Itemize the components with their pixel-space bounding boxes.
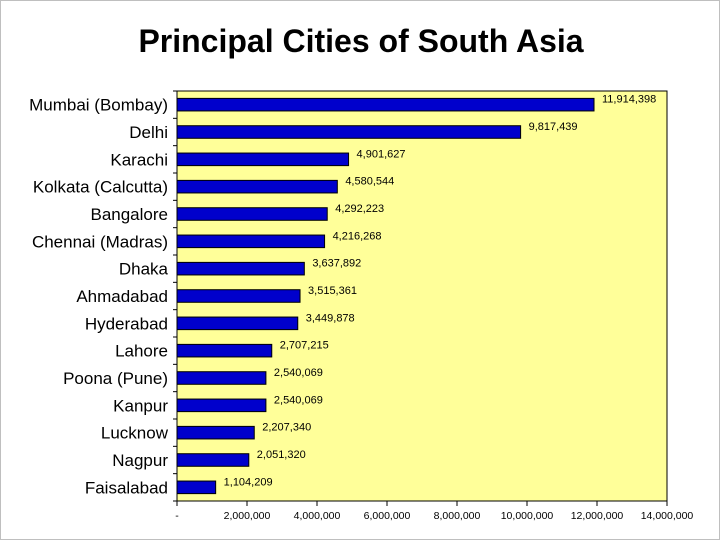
- data-label: 4,901,627: [357, 148, 406, 160]
- bar: [176, 289, 301, 303]
- category-label: Kolkata (Calcutta): [33, 178, 168, 197]
- category-label: Karachi: [110, 150, 168, 169]
- data-label: 4,580,544: [345, 176, 394, 188]
- category-label: Dhaka: [119, 260, 169, 279]
- data-label: 2,051,320: [257, 449, 306, 461]
- bar: [176, 425, 255, 440]
- category-label: Lahore: [115, 342, 168, 361]
- x-tick-label: 14,000,000: [641, 510, 694, 522]
- bar: [176, 207, 328, 221]
- x-tick-label: 12,000,000: [571, 510, 624, 522]
- bar: [176, 97, 595, 112]
- data-label: 3,449,878: [306, 312, 355, 324]
- category-label: Hyderabad: [85, 314, 168, 333]
- data-label: 2,540,069: [274, 394, 323, 406]
- category-label: Nagpur: [112, 451, 168, 470]
- x-tick-label: 4,000,000: [294, 510, 341, 522]
- data-label: 2,707,215: [280, 340, 329, 352]
- category-label: Poona (Pune): [63, 369, 168, 388]
- data-label: 11,914,398: [602, 94, 656, 106]
- bar: [176, 371, 267, 385]
- data-label: 2,540,069: [274, 367, 323, 379]
- category-label: Lucknow: [101, 424, 169, 443]
- data-label: 3,515,361: [308, 285, 357, 297]
- bar: [176, 179, 338, 194]
- category-label: Delhi: [129, 123, 168, 142]
- category-label: Kanpur: [113, 396, 168, 415]
- bar: [176, 125, 522, 139]
- bar: [176, 152, 350, 167]
- bar: [176, 398, 267, 413]
- category-label: Ahmadabad: [76, 287, 168, 306]
- category-label: Chennai (Madras): [32, 232, 168, 251]
- x-tick-label: 2,000,000: [224, 510, 271, 522]
- x-tick-label: 6,000,000: [364, 510, 411, 522]
- data-label: 1,104,209: [224, 476, 273, 488]
- data-label: 2,207,340: [262, 422, 311, 434]
- x-tick-label: 8,000,000: [434, 510, 481, 522]
- data-label: 4,292,223: [335, 203, 384, 215]
- category-label: Mumbai (Bombay): [29, 96, 168, 115]
- x-tick-label: 10,000,000: [501, 510, 554, 522]
- bar: [176, 453, 250, 467]
- data-label: 4,216,268: [333, 230, 382, 242]
- x-tick-label: -: [175, 510, 179, 522]
- bar: [176, 480, 217, 495]
- bar: [176, 343, 273, 358]
- category-label: Faisalabad: [85, 478, 168, 497]
- category-label: Bangalore: [90, 205, 168, 224]
- bar: [176, 261, 305, 276]
- chart-title: Principal Cities of South Asia: [138, 23, 584, 59]
- bar: [176, 316, 299, 331]
- data-label: 3,637,892: [312, 258, 361, 270]
- data-label: 9,817,439: [529, 121, 578, 133]
- bar: [176, 234, 326, 249]
